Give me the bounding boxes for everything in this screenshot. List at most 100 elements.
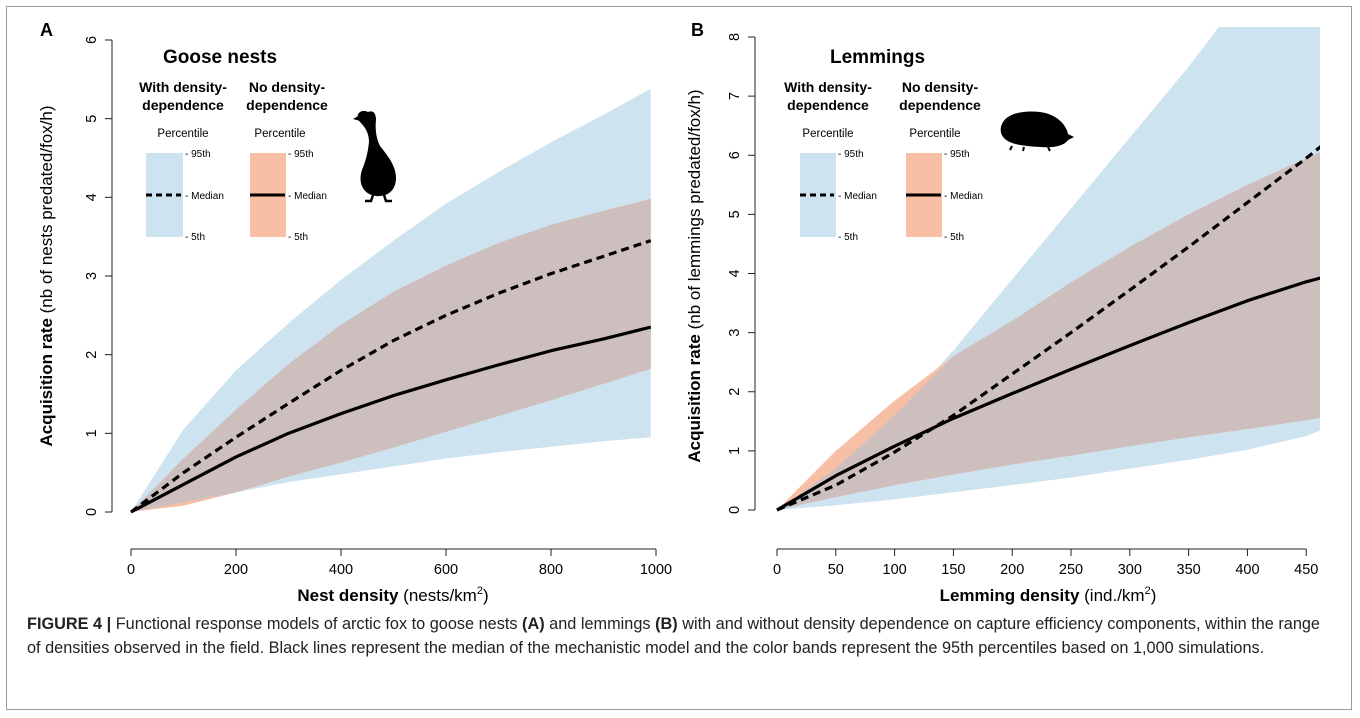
panel-label-b: B xyxy=(691,20,704,40)
panel-b-x-tick-label: 150 xyxy=(941,562,965,578)
panel-b-band-overlap xyxy=(777,152,1320,510)
panel-a-x-tick-label: 0 xyxy=(127,562,135,578)
panel-label-a: A xyxy=(40,20,53,40)
panel-b-x-tick-label: 250 xyxy=(1059,562,1083,578)
legend-a-percentile-1: Percentile xyxy=(157,128,208,140)
legend-b-no-dd-line1: No density- xyxy=(902,79,979,95)
panel-b-y-axis-label-unit: (nb of lemmings predated/fox/h) xyxy=(685,89,704,329)
panel-a-x-axis-label: Nest density (nests/km2) xyxy=(297,585,488,605)
panel-b-clipped-group xyxy=(776,27,1320,512)
panel-b-title: Lemmings xyxy=(830,47,925,68)
panel-a-x-tick-label: 1000 xyxy=(640,562,672,578)
figure-svg: A Goose nests 0 200 400 600 800 10000123456Ne… xyxy=(37,20,1320,605)
panel-a-y-tick-label: 0 xyxy=(84,508,100,516)
legend-a-with-dd-line1: With density- xyxy=(139,79,227,95)
legend-a-no-dd-line1: No density- xyxy=(249,79,326,95)
legend-a-with-dd-median: - Median xyxy=(185,191,224,202)
legend-b-with-dd-line2: dependence xyxy=(787,97,869,113)
legend-b-with-dd-p95: - 95th xyxy=(838,149,864,160)
legend-a-no-dd-p95: - 95th xyxy=(288,149,314,160)
caption-text-1: Functional response models of arctic fox… xyxy=(111,615,523,633)
legend-b-no-dd-p95: - 95th xyxy=(944,149,970,160)
legend-b-no-dd-median: - Median xyxy=(944,191,983,202)
panel-b-median-no-dd xyxy=(776,276,1320,512)
panel-b-x-tick-label: 400 xyxy=(1235,562,1259,578)
panel-b-y-tick-label: 5 xyxy=(727,210,743,218)
legend-a-with-dd-p5: - 5th xyxy=(185,232,205,243)
panel-a-y-tick-label: 5 xyxy=(84,115,100,123)
panel-a-x-tick-label: 600 xyxy=(434,562,458,578)
goose-icon xyxy=(353,110,396,203)
panel-b-x-tick-label: 300 xyxy=(1118,562,1142,578)
panel-b-axes: 0 50 100 150 200 250 300 350 400 450 0 1 2 3 4 5 6 7 8 Lemm… xyxy=(685,33,1318,605)
panel-a-x-axis-label-bold: Nest density xyxy=(297,586,403,605)
panel-a-clipped-group xyxy=(130,88,652,514)
panel-a-title: Goose nests xyxy=(163,47,277,68)
caption-label: FIGURE 4 | xyxy=(27,615,112,633)
panel-b-x-tick-label: 50 xyxy=(828,562,844,578)
panel-a-legend: With density- dependence No density- dep… xyxy=(139,79,328,243)
figure-caption: FIGURE 4 | Functional response models of… xyxy=(27,612,1337,660)
panel-b-y-tick-label: 6 xyxy=(727,151,743,159)
panel-b-y-tick-label: 0 xyxy=(727,506,743,514)
panel-a-y-tick-label: 6 xyxy=(84,36,100,44)
panel-a-y-tick-label: 4 xyxy=(84,193,100,201)
panel-b-y-tick-label: 8 xyxy=(727,33,743,41)
legend-b-with-dd-median: - Median xyxy=(838,191,877,202)
panel-b-y-axis-label: Acquisition rate (nb of lemmings predate… xyxy=(685,89,704,462)
panel-a-x-tick-label: 800 xyxy=(539,562,563,578)
figure-frame xyxy=(6,6,1352,710)
panel-a: A Goose nests 0 200 400 600 800 1000 0 1 2 3 4 5 6 Ne… xyxy=(37,20,672,605)
caption-ref-a: (A) xyxy=(522,615,545,633)
panel-b-x-axis-label: Lemming density (ind./km2) xyxy=(940,585,1157,605)
panel-a-median-no-dd xyxy=(130,325,652,514)
caption-text-2: and lemmings xyxy=(544,615,656,633)
panel-b-legend: With density- dependence No density- dep… xyxy=(784,79,983,243)
caption-text-3: with and without density dependence on c… xyxy=(27,615,1320,657)
panel-a-x-tick-label: 400 xyxy=(329,562,353,578)
legend-b-with-dd-p5: - 5th xyxy=(838,232,858,243)
panel-b-plot-area xyxy=(776,27,1320,512)
panel-a-x-tick-label: 200 xyxy=(224,562,248,578)
panel-b-x-axis-label-bold: Lemming density xyxy=(940,586,1085,605)
legend-b-with-dd-line1: With density- xyxy=(784,79,872,95)
panel-b-y-axis-label-bold: Acquisition rate xyxy=(685,329,704,462)
panel-b-y-tick-label: 3 xyxy=(727,329,743,337)
panel-a-x-axis-label-close: ) xyxy=(483,586,489,605)
panel-a-median-with-dd xyxy=(130,239,652,514)
panel-a-y-axis-label: Acquisition rate (nb of nests predated/f… xyxy=(37,105,56,446)
lemming-icon xyxy=(1000,111,1074,152)
panel-b-x-tick-label: 450 xyxy=(1294,562,1318,578)
panel-b-x-tick-label: 100 xyxy=(883,562,907,578)
legend-b-percentile-1: Percentile xyxy=(802,128,853,140)
legend-a-percentile-2: Percentile xyxy=(254,128,305,140)
panel-a-x-axis-label-unit: (nests/km xyxy=(403,586,477,605)
legend-a-no-dd-median: - Median xyxy=(288,191,327,202)
caption-ref-b: (B) xyxy=(655,615,678,633)
legend-b-no-dd-p5: - 5th xyxy=(944,232,964,243)
panel-b-y-tick-label: 7 xyxy=(727,92,743,100)
panel-a-x-axis-label-sup: 2 xyxy=(477,585,483,597)
panel-b-x-tick-label: 200 xyxy=(1000,562,1024,578)
panel-a-axes: 0 200 400 600 800 1000 0 1 2 3 4 5 6 Nest density (ne… xyxy=(37,36,672,605)
panel-b: B Lemmings 0 50 100 150 200 250 300 350 400 450 0 1… xyxy=(685,20,1320,605)
panel-a-band-overlap xyxy=(131,198,651,512)
legend-a-no-dd-p5: - 5th xyxy=(288,232,308,243)
panel-b-y-tick-label: 4 xyxy=(727,269,743,277)
panel-b-y-tick-label: 2 xyxy=(727,388,743,396)
panel-b-x-axis-label-close: ) xyxy=(1151,586,1157,605)
panel-b-y-tick-label: 1 xyxy=(727,447,743,455)
panel-b-x-axis-label-unit: (ind./km xyxy=(1084,586,1144,605)
panel-a-y-tick-label: 1 xyxy=(84,429,100,437)
legend-b-no-dd-line2: dependence xyxy=(899,97,981,113)
panel-a-y-axis-label-unit: (nb of nests predated/fox/h) xyxy=(37,105,56,313)
panel-b-x-axis-label-sup: 2 xyxy=(1145,585,1151,597)
panel-a-y-axis-label-bold: Acquisition rate xyxy=(37,313,56,446)
legend-b-percentile-2: Percentile xyxy=(909,128,960,140)
panel-b-x-tick-label: 0 xyxy=(773,562,781,578)
panel-b-x-tick-label: 350 xyxy=(1177,562,1201,578)
legend-a-with-dd-p95: - 95th xyxy=(185,149,211,160)
panel-b-median-with-dd xyxy=(776,145,1320,512)
panel-a-y-tick-label: 2 xyxy=(84,351,100,359)
legend-a-no-dd-line2: dependence xyxy=(246,97,328,113)
